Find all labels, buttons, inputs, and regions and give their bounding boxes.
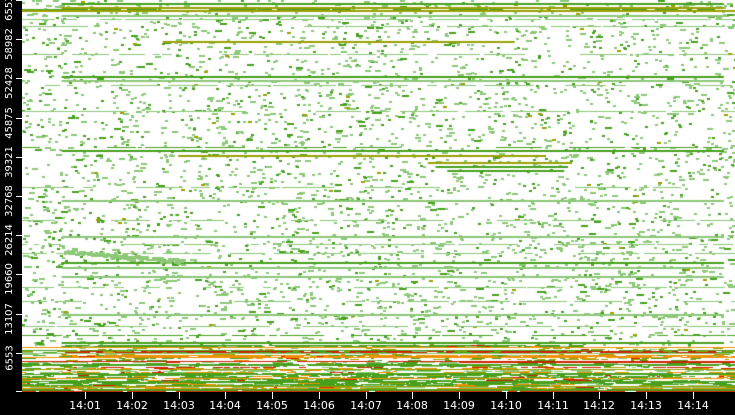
x-axis-tick	[179, 392, 180, 399]
y-axis-tick	[16, 235, 22, 236]
x-axis-tick	[506, 392, 507, 399]
y-axis-label: 58982	[4, 28, 15, 60]
x-axis-label: 14:05	[256, 399, 288, 412]
x-axis-tick	[646, 392, 647, 399]
y-axis-label: 19660	[4, 263, 15, 295]
x-axis-label: 14:11	[537, 399, 569, 412]
x-axis-label: 14:13	[630, 399, 662, 412]
y-axis-tick	[16, 274, 22, 275]
x-axis-label: 14:09	[443, 399, 475, 412]
x-axis-label: 14:04	[209, 399, 241, 412]
x-axis: 14:01 14:02 14:03 14:04 14:05 14:06 14:07 14:08…	[0, 392, 735, 415]
y-axis-tick	[16, 118, 22, 119]
x-axis-tick	[693, 392, 694, 399]
x-axis-label: 14:08	[396, 399, 428, 412]
x-axis-tick	[599, 392, 600, 399]
y-axis: 0655313107196602621432768393214587552428…	[0, 0, 22, 399]
x-axis-tick	[272, 392, 273, 399]
y-axis-label: 52428	[4, 67, 15, 99]
y-axis-label: 32768	[4, 185, 15, 217]
x-axis-label: 14:06	[303, 399, 335, 412]
x-axis-label: 14:07	[350, 399, 382, 412]
x-axis-label: 14:01	[69, 399, 101, 412]
y-axis-label: 39321	[4, 146, 15, 178]
x-axis-tick	[225, 392, 226, 399]
x-axis-tick	[366, 392, 367, 399]
y-axis-tick	[16, 39, 22, 40]
y-axis-tick	[16, 391, 22, 392]
y-axis-label: 26214	[4, 224, 15, 256]
y-axis-tick	[16, 353, 22, 354]
x-axis-tick	[132, 392, 133, 399]
x-axis-label: 14:03	[163, 399, 195, 412]
y-axis-label: 13107	[4, 303, 15, 335]
x-axis-tick	[459, 392, 460, 399]
x-axis-label: 14:12	[583, 399, 615, 412]
y-axis-tick	[16, 78, 22, 79]
scatter-canvas	[22, 0, 735, 392]
y-axis-tick	[16, 196, 22, 197]
x-axis-tick	[319, 392, 320, 399]
y-axis-label: 65536	[4, 0, 15, 21]
plot-area[interactable]	[22, 0, 735, 392]
x-axis-label: 14:10	[490, 399, 522, 412]
x-axis-label: 14:14	[677, 399, 709, 412]
x-axis-tick	[85, 392, 86, 399]
x-axis-label: 14:02	[116, 399, 148, 412]
y-axis-label: 45875	[4, 107, 15, 139]
y-axis-tick	[16, 314, 22, 315]
y-axis-label: 6553	[4, 345, 15, 371]
y-axis-tick	[16, 157, 22, 158]
y-axis-tick	[16, 0, 22, 1]
x-axis-tick	[553, 392, 554, 399]
x-axis-tick	[412, 392, 413, 399]
